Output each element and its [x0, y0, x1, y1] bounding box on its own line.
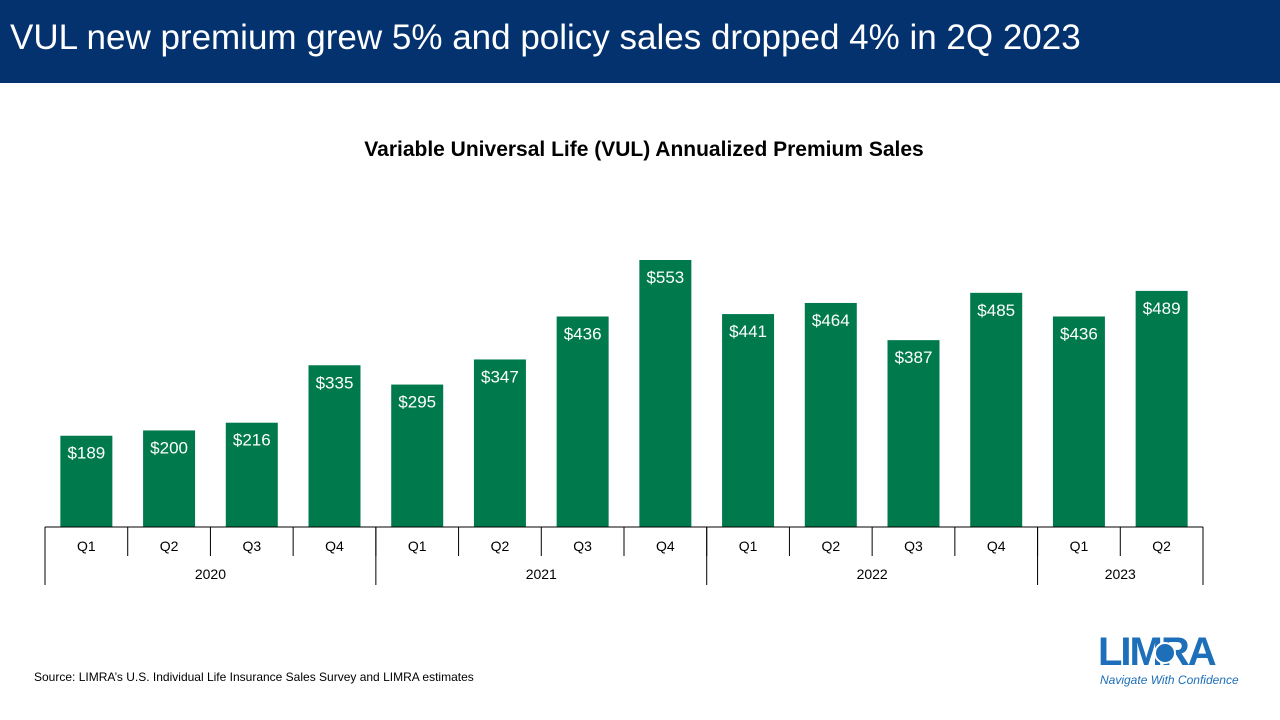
data-label: $335 — [316, 373, 354, 392]
data-label: $216 — [233, 431, 271, 450]
data-label: $387 — [895, 348, 933, 367]
data-label: $189 — [67, 444, 105, 463]
data-label: $347 — [481, 367, 519, 386]
bar — [60, 435, 113, 527]
x-tick-label: Q4 — [987, 538, 1006, 554]
year-group-label: 2021 — [526, 566, 557, 582]
x-tick-label: Q1 — [408, 538, 427, 554]
globe-icon — [1154, 642, 1176, 664]
data-label: $485 — [977, 301, 1015, 320]
x-tick-label: Q1 — [1070, 538, 1089, 554]
bar — [887, 340, 940, 527]
x-tick-label: Q4 — [656, 538, 675, 554]
slide-title: VUL new premium grew 5% and policy sales… — [10, 18, 1081, 57]
data-label: $464 — [812, 311, 850, 330]
year-group-label: 2023 — [1105, 566, 1136, 582]
bar — [639, 260, 692, 527]
bar — [473, 359, 526, 527]
x-tick-label: Q3 — [573, 538, 592, 554]
bar — [804, 302, 857, 527]
x-tick-label: Q2 — [160, 538, 179, 554]
title-bar: VUL new premium grew 5% and policy sales… — [0, 0, 1280, 83]
source-note: Source: LIMRA’s U.S. Individual Life Ins… — [34, 670, 474, 684]
bar — [722, 314, 775, 527]
bar — [308, 365, 361, 527]
bar — [556, 316, 609, 527]
data-label: $441 — [729, 322, 767, 341]
x-tick-label: Q3 — [242, 538, 261, 554]
data-label: $436 — [1060, 324, 1098, 343]
data-label: $489 — [1143, 299, 1181, 318]
x-tick-label: Q1 — [77, 538, 96, 554]
bar — [970, 292, 1023, 527]
x-tick-label: Q1 — [739, 538, 758, 554]
data-label: $200 — [150, 438, 188, 457]
x-tick-label: Q2 — [821, 538, 840, 554]
chart-title: Variable Universal Life (VUL) Annualized… — [364, 138, 924, 161]
bar — [391, 384, 444, 527]
data-label: $295 — [398, 393, 436, 412]
data-label: $553 — [646, 268, 684, 287]
bar — [225, 422, 278, 527]
bar — [1135, 290, 1188, 527]
logo-tagline: Navigate With Confidence — [1100, 673, 1239, 687]
year-group-label: 2020 — [195, 566, 226, 582]
bar — [1052, 316, 1105, 527]
x-tick-label: Q4 — [325, 538, 344, 554]
x-tick-label: Q2 — [491, 538, 510, 554]
x-tick-label: Q3 — [904, 538, 923, 554]
bar — [143, 430, 196, 527]
limra-logo: LIMRA Navigate With Confidence — [1098, 630, 1248, 690]
x-tick-label: Q2 — [1152, 538, 1171, 554]
year-group-label: 2022 — [857, 566, 888, 582]
data-label: $436 — [564, 324, 602, 343]
